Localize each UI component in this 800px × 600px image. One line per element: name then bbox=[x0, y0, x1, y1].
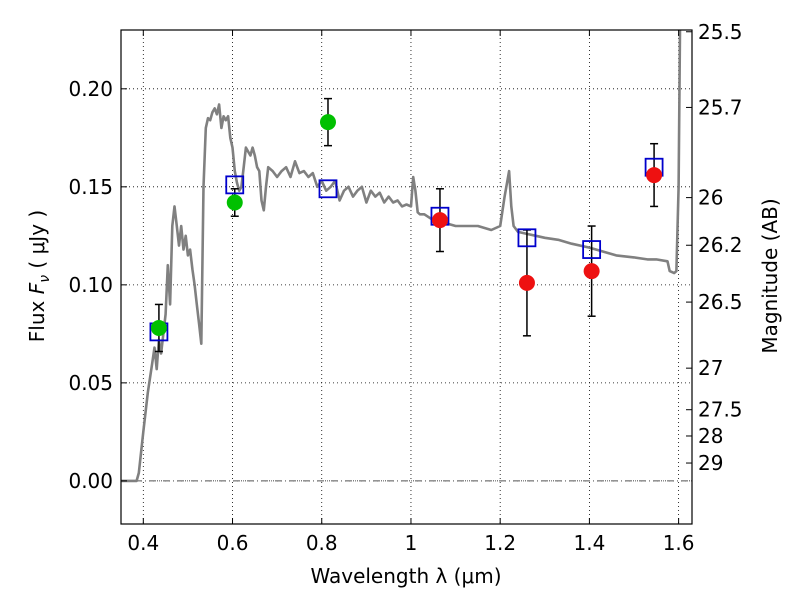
axis-ticks bbox=[121, 30, 692, 524]
model-spectrum-line bbox=[121, 29, 682, 483]
optical-flux-point bbox=[150, 319, 167, 336]
y-tick-label: 0.20 bbox=[68, 77, 113, 101]
optical-flux-point bbox=[226, 194, 243, 211]
y2-tick-label: 25.5 bbox=[698, 20, 743, 44]
y-tick-label: 0.00 bbox=[68, 469, 113, 493]
optical-flux-point bbox=[319, 114, 336, 131]
x-tick-label: 1.6 bbox=[663, 531, 695, 555]
x-tick-label: 0.6 bbox=[217, 531, 249, 555]
infrared-flux-point bbox=[583, 263, 600, 280]
y2-tick-label: 26.2 bbox=[698, 233, 743, 257]
y2-tick-label: 29 bbox=[698, 451, 723, 475]
y2-tick-label: 25.7 bbox=[698, 95, 743, 119]
infrared-flux-point bbox=[431, 212, 448, 229]
y2-tick-label: 26 bbox=[698, 186, 723, 210]
y2-tick-label: 27 bbox=[698, 356, 723, 380]
y-tick-label: 0.05 bbox=[68, 371, 113, 395]
y-axis-label: Flux Fν ( μJy ) bbox=[25, 210, 53, 342]
x-tick-label: 0.8 bbox=[306, 531, 338, 555]
y2-tick-label: 28 bbox=[698, 424, 723, 448]
model-spectrum bbox=[121, 29, 682, 483]
y2-axis-label: Magnitude (AB) bbox=[758, 198, 782, 353]
model-flux-square bbox=[225, 175, 245, 195]
y-tick-label: 0.10 bbox=[68, 273, 113, 297]
grid bbox=[121, 30, 692, 524]
infrared-flux-point bbox=[518, 274, 535, 291]
x-tick-labels: 0.4 0.6 0.8 1 1.2 1.4 1.6 bbox=[127, 531, 694, 555]
y2-tick-labels: 25.5 25.7 26 26.2 26.5 27 27.528 29 bbox=[698, 20, 743, 475]
x-tick-label: 1.4 bbox=[573, 531, 605, 555]
model-photometry-squares bbox=[149, 157, 664, 342]
y2-tick-label: 26.5 bbox=[698, 290, 743, 314]
plot-frame bbox=[120, 29, 693, 525]
observed-photometry bbox=[150, 114, 663, 336]
x-axis-label: Wavelength λ (μm) bbox=[310, 564, 501, 588]
x-tick-label: 1.2 bbox=[484, 531, 516, 555]
model-flux-square bbox=[517, 228, 537, 248]
model-flux-square bbox=[318, 179, 338, 199]
y-tick-label: 0.15 bbox=[68, 175, 113, 199]
infrared-flux-point bbox=[646, 167, 663, 184]
model-flux-square bbox=[582, 240, 602, 259]
y-tick-labels: 0.00 0.05 0.10 0.15 0.20 bbox=[68, 77, 113, 493]
x-tick-label: 0.4 bbox=[127, 531, 159, 555]
y2-tick-label: 27.5 bbox=[698, 398, 743, 422]
x-tick-label: 1 bbox=[405, 531, 418, 555]
